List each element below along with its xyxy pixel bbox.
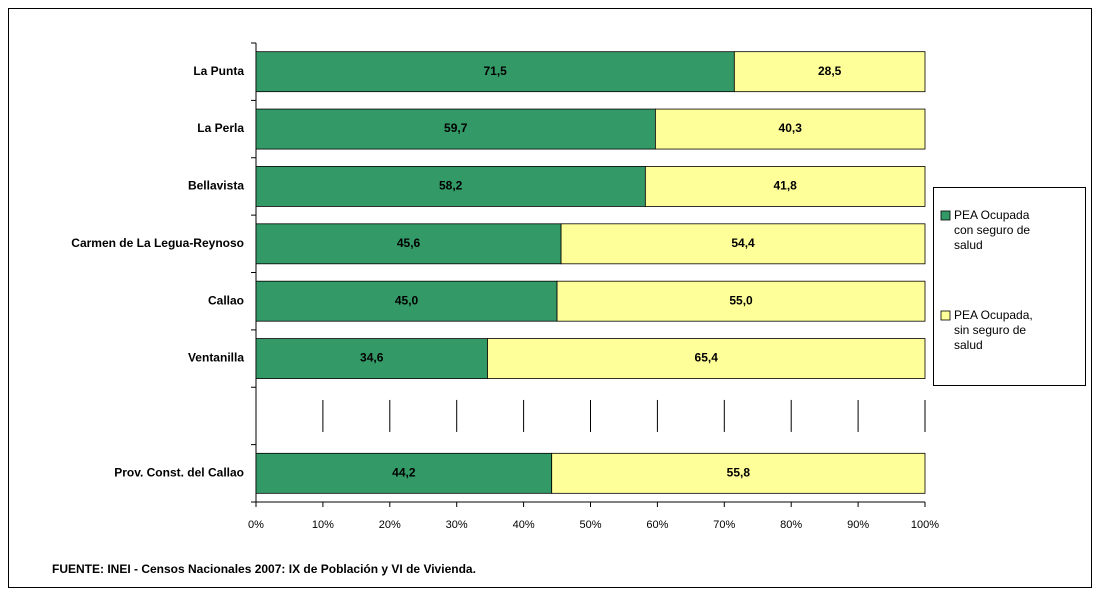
y-tick-label: Prov. Const. del Callao bbox=[114, 465, 244, 479]
x-tick-label: 90% bbox=[847, 519, 869, 531]
data-label: 45,6 bbox=[397, 236, 421, 250]
x-tick-label: 10% bbox=[312, 519, 334, 531]
bar-segment bbox=[560, 223, 926, 265]
x-tick-label: 40% bbox=[513, 519, 535, 531]
data-label: 55,8 bbox=[727, 465, 751, 479]
bar-segment bbox=[551, 452, 926, 494]
bar-segment bbox=[556, 280, 926, 322]
bar-segment bbox=[255, 452, 553, 494]
bar-segment bbox=[255, 108, 656, 150]
bar-segment bbox=[654, 108, 926, 150]
y-tick-label: La Punta bbox=[193, 64, 244, 78]
data-label: 40,3 bbox=[779, 121, 803, 135]
bar-segment bbox=[255, 338, 488, 379]
x-tick-label: 0% bbox=[248, 519, 264, 531]
x-tick-label: 20% bbox=[379, 519, 401, 531]
legend-label: PEA Ocupada, sin seguro de salud bbox=[954, 308, 1033, 352]
y-tick-label: Ventanilla bbox=[188, 351, 244, 365]
bar-segment bbox=[487, 338, 926, 379]
data-label: 71,5 bbox=[483, 64, 507, 78]
bar-segment bbox=[644, 166, 926, 207]
data-label: 41,8 bbox=[773, 179, 797, 193]
bar-segment bbox=[255, 51, 735, 93]
y-tick-label: Callao bbox=[208, 293, 244, 307]
y-tick-label: Carmen de La Legua-Reynoso bbox=[71, 236, 244, 250]
data-label: 65,4 bbox=[695, 351, 719, 365]
x-tick-label: 80% bbox=[780, 519, 802, 531]
legend-swatch bbox=[940, 310, 951, 321]
data-label: 58,2 bbox=[439, 179, 463, 193]
data-label: 44,2 bbox=[392, 465, 416, 479]
data-label: 28,5 bbox=[818, 64, 842, 78]
y-tick-label: Bellavista bbox=[188, 179, 244, 193]
data-label: 54,4 bbox=[731, 236, 755, 250]
source-note: FUENTE: INEI - Censos Nacionales 2007: I… bbox=[52, 562, 476, 576]
x-tick-label: 70% bbox=[713, 519, 735, 531]
x-tick-label: 60% bbox=[646, 519, 668, 531]
legend-label: PEA Ocupada con seguro de salud bbox=[954, 208, 1031, 252]
data-label: 45,0 bbox=[395, 293, 419, 307]
bar-segment bbox=[733, 51, 926, 93]
data-label: 55,0 bbox=[729, 293, 753, 307]
y-tick-label: La Perla bbox=[197, 121, 244, 135]
data-label: 59,7 bbox=[444, 121, 468, 135]
legend-box bbox=[933, 187, 1086, 386]
legend-swatch bbox=[940, 210, 951, 221]
bar-segment bbox=[255, 166, 646, 207]
bar-segment bbox=[255, 280, 558, 322]
x-tick-label: 30% bbox=[446, 519, 468, 531]
x-tick-label: 100% bbox=[911, 519, 939, 531]
data-label: 34,6 bbox=[360, 351, 384, 365]
x-tick-label: 50% bbox=[579, 519, 601, 531]
